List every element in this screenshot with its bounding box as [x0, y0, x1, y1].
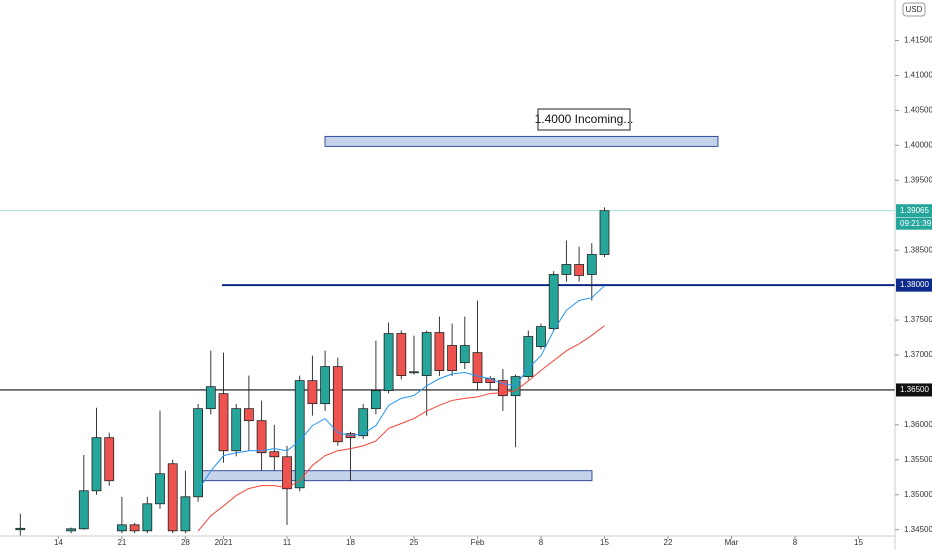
candle-body: [269, 451, 280, 458]
candle-body: [142, 503, 153, 532]
y-tick-label: 1.34500: [904, 525, 932, 534]
candle-body: [370, 390, 381, 410]
last-price-label: 1.39065: [900, 206, 929, 215]
x-tick-label: 22: [664, 538, 673, 547]
x-tick-label: 18: [346, 538, 355, 547]
x-tick-label: Feb: [471, 538, 485, 547]
x-tick-label: 11: [283, 538, 292, 547]
moving-average: [197, 325, 605, 532]
y-tick-label: 1.35500: [904, 455, 932, 464]
level-label: 1.38000: [900, 280, 929, 289]
zone: [324, 135, 719, 147]
currency: USD: [906, 5, 923, 14]
y-tick-label: 1.37500: [904, 315, 932, 324]
candle-body: [548, 274, 559, 329]
candle-body: [180, 496, 191, 532]
y-tick-label: 1.39500: [904, 175, 932, 184]
candle-body: [243, 408, 254, 422]
y-tick-label: 1.41000: [904, 71, 932, 80]
candle-body: [78, 490, 89, 530]
candle-body: [320, 366, 331, 405]
level-label-bg: [896, 278, 932, 292]
candle-body: [91, 437, 102, 492]
candle-body: [536, 326, 546, 348]
candle-body: [447, 345, 458, 371]
x-tick-label: 14: [54, 538, 63, 547]
candle-body: [472, 352, 483, 384]
candle-body: [129, 524, 140, 532]
x-tick-label: 8: [793, 538, 798, 547]
y-tick-label: 1.38500: [904, 245, 932, 254]
y-tick-label: 1.41500: [904, 36, 932, 45]
y-tick-label: 1.35000: [904, 490, 932, 499]
x-tick-label: 21: [117, 538, 126, 547]
candle-body: [421, 332, 432, 377]
candle-body: [307, 380, 318, 405]
annotation: 1.4000 Incoming...: [535, 112, 634, 126]
plot-area: [0, 135, 895, 536]
y-tick-label: 1.40500: [904, 106, 932, 115]
x-tick-label: Mar: [725, 538, 739, 547]
candle-body: [409, 371, 419, 374]
x-tick-label: 15: [600, 538, 609, 547]
candle-body: [574, 264, 584, 276]
currency-box[interactable]: [902, 2, 926, 17]
candle-body: [256, 420, 267, 454]
candle-body: [104, 437, 115, 482]
y-tick-label: 1.37000: [904, 350, 932, 359]
candle-body: [332, 366, 343, 443]
candle-body: [282, 456, 292, 490]
countdown: 09:21:39: [900, 219, 932, 228]
candle-body: [167, 463, 178, 532]
candle-body: [599, 210, 610, 255]
candle-body: [358, 408, 369, 437]
y-tick-label: 1.40000: [904, 140, 932, 149]
candle-body: [155, 473, 165, 505]
x-tick-label: 2021: [215, 538, 233, 547]
zone: [199, 470, 593, 482]
candle-body: [561, 264, 572, 275]
last-price-label-bg: [896, 204, 932, 218]
candle-body: [434, 332, 445, 371]
candle-body: [396, 333, 407, 377]
candle-body: [218, 393, 229, 452]
level-label-bg: [896, 383, 932, 397]
countdown-bg: [896, 217, 932, 230]
x-tick-label: 8: [539, 538, 544, 547]
candle-body: [15, 527, 26, 531]
candle-body: [459, 345, 470, 364]
x-tick-label: 28: [181, 538, 190, 547]
candle-body: [205, 386, 216, 410]
candle-body: [294, 380, 305, 489]
x-tick-label: 25: [410, 538, 419, 547]
candle-body: [497, 380, 508, 397]
annotation-box: [537, 108, 631, 131]
moving-average: [197, 285, 605, 491]
candle-body: [193, 408, 204, 498]
level-label: 1.36500: [900, 385, 929, 394]
x-tick-label: 15: [854, 538, 863, 547]
candle-body: [383, 333, 394, 392]
candle-body: [117, 524, 127, 532]
candle-body: [586, 254, 597, 275]
candle-body: [231, 408, 242, 452]
candle-body: [66, 528, 76, 532]
candle-body: [523, 336, 534, 377]
y-tick-label: 1.36000: [904, 420, 932, 429]
